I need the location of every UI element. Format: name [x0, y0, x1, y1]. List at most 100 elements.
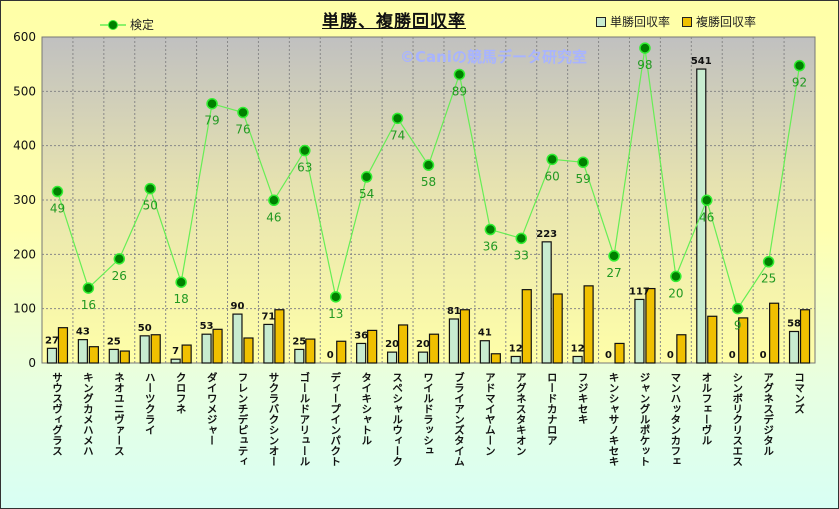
legend-label: 検定 [130, 18, 155, 32]
data-label-line: 49 [50, 202, 65, 216]
line-point [731, 302, 744, 315]
bar-place [212, 328, 223, 364]
bar-place [707, 315, 718, 364]
legend-swatch-icon [682, 16, 692, 27]
line-point [793, 59, 806, 72]
line-point [546, 153, 558, 166]
y-tick-label: 500 [13, 84, 36, 98]
x-tick-label: キンシャサノキセキ [607, 372, 620, 467]
bar-win [386, 351, 398, 364]
data-label-win: 81 [447, 306, 461, 317]
line-point [329, 291, 342, 303]
bar-place [614, 342, 625, 364]
bar-place [521, 289, 532, 364]
bar-win [263, 323, 274, 364]
data-label-win: 0 [327, 350, 334, 361]
data-label-win: 53 [200, 321, 214, 332]
bar-place [274, 309, 285, 364]
bar-win [77, 339, 88, 364]
x-tick-label: ディープインパクト [329, 372, 342, 467]
bar-win [108, 348, 119, 364]
data-label-win: 43 [76, 327, 90, 338]
legend-label: 複勝回収率 [696, 15, 757, 29]
legend-swatch-icon [596, 16, 606, 27]
data-label-win: 50 [138, 323, 152, 334]
data-label-win: 20 [416, 339, 430, 350]
line-point [113, 253, 126, 265]
data-label-line: 63 [297, 161, 312, 175]
data-label-win: 20 [385, 339, 399, 350]
x-tick-label: ダイワメジャー [205, 372, 218, 446]
line-point [608, 250, 620, 262]
data-label-line: 13 [328, 307, 343, 321]
line-point [639, 42, 651, 54]
bar-place [799, 309, 811, 364]
data-label-line: 20 [668, 286, 683, 300]
bar-win [232, 313, 243, 364]
legend-place: 複勝回収率 [682, 13, 756, 30]
line-point [453, 68, 466, 81]
line-point [515, 232, 528, 245]
line-point [175, 276, 187, 288]
bar-place [676, 334, 687, 364]
line-point [701, 194, 713, 207]
line-point [82, 282, 95, 294]
bar-win [294, 348, 305, 364]
bar-place [181, 344, 192, 364]
x-tick-label: サウスヴィグラス [51, 372, 63, 456]
data-label-line: 36 [483, 240, 498, 254]
data-label-win: 0 [667, 350, 674, 361]
x-tick-label: シンボリクリスエス [731, 372, 744, 467]
bar-place [428, 333, 440, 364]
data-label-line: 79 [204, 114, 219, 128]
line-point [484, 223, 497, 236]
x-tick-label: アドマイヤムーン [483, 372, 496, 456]
data-label-win: 541 [691, 56, 712, 67]
line-point [299, 144, 311, 157]
data-label-line: 74 [390, 128, 405, 142]
data-label-win: 0 [760, 350, 767, 361]
x-tick-label: ハーツクライ [143, 372, 156, 435]
chart-title: 単勝、複勝回収率 [322, 12, 466, 32]
data-label-win: 36 [354, 330, 368, 341]
line-point [237, 106, 249, 119]
bar-place [738, 317, 749, 364]
x-tick-label: サクラバクシンオー [267, 372, 280, 467]
bar-win [417, 351, 429, 364]
x-tick-label: タイキシャトル [360, 372, 373, 446]
bar-place [305, 338, 316, 364]
x-tick-label: フジキセキ [576, 372, 589, 425]
x-tick-label: ジャングルポケット [638, 372, 651, 467]
bar-win [510, 355, 521, 364]
bar-place [769, 302, 780, 364]
bar-win [634, 298, 645, 364]
x-tick-label: コマンズ [793, 372, 806, 414]
x-tick-label: ゴールドアリュール [298, 372, 311, 467]
bar-place [88, 346, 99, 364]
data-label-line: 9 [734, 319, 742, 333]
data-label-win: 27 [45, 335, 59, 346]
bar-place [336, 340, 347, 364]
x-tick-label: マンハッタンカフェ [669, 372, 682, 467]
line-point [144, 182, 156, 195]
bar-place [583, 285, 594, 364]
data-label-win: 25 [107, 336, 121, 347]
x-tick-label: スペシャルウィーク [391, 372, 404, 467]
bar-place [243, 337, 254, 364]
bar-place [552, 293, 563, 364]
legend-line-marker-icon [100, 19, 126, 30]
bar-win [170, 358, 181, 364]
bar-win [139, 335, 150, 364]
x-tick-label: ロードカナロア [545, 372, 558, 446]
x-tick-label: フレンチデピュティ [236, 372, 249, 467]
bar-win [46, 347, 58, 364]
x-tick-label: ブライアンズタイム [452, 372, 465, 467]
y-tick-label: 200 [13, 247, 36, 261]
data-label-line: 58 [421, 175, 436, 189]
data-label-line: 25 [761, 272, 776, 286]
x-tick-label: アグネスデジタル [762, 372, 775, 456]
legend-line: 検定 [100, 16, 154, 33]
data-label-line: 54 [359, 187, 374, 201]
data-label-win: 0 [605, 350, 612, 361]
